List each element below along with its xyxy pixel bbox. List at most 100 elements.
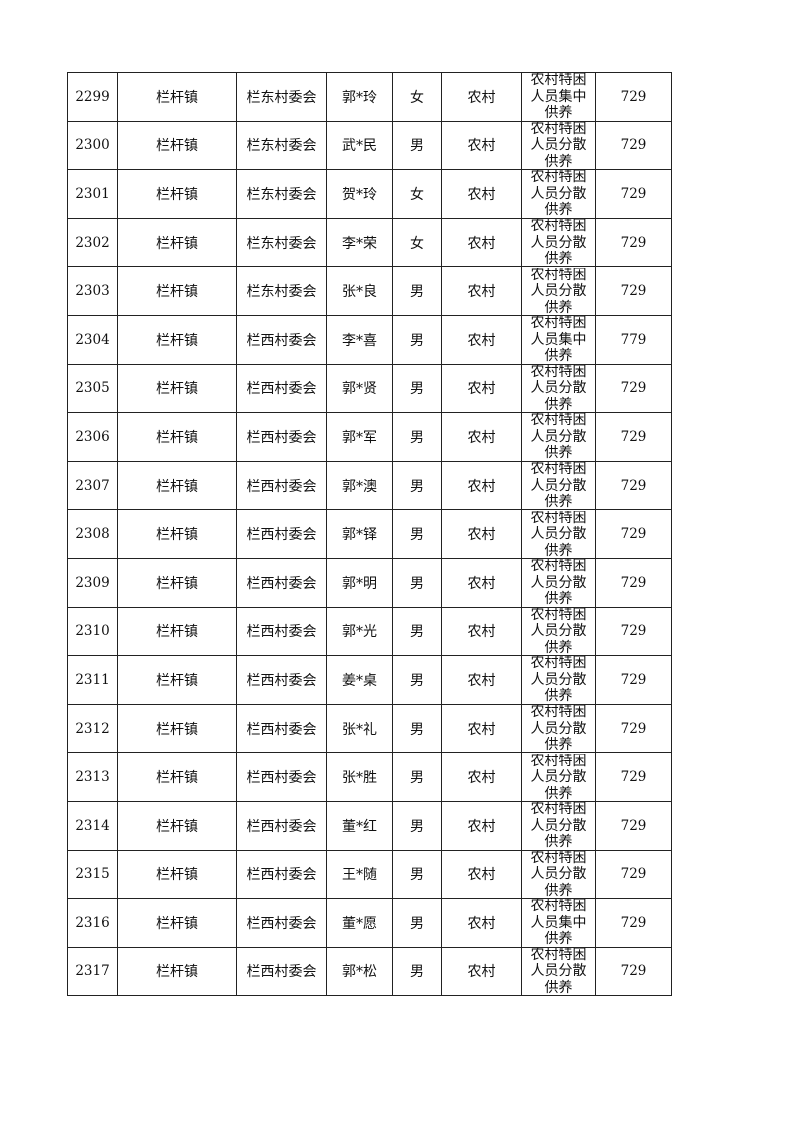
support-type-cell: 农村特困人员分散供养 [521,169,596,219]
area-type-cell: 农村 [441,606,522,657]
support-type-text: 农村特困人员分散供养 [530,170,587,218]
name-cell: 郭*军 [326,412,393,462]
amount-cell: 729 [595,169,672,219]
row-number-cell: 2307 [67,460,118,511]
table-row: 2308 栏杆镇 栏西村委会 郭*铎男农村 农村特困人员分散供养 729 [67,509,672,559]
table-row: 2314 栏杆镇 栏西村委会 董*红男农村 农村特困人员分散供养 729 [67,800,672,851]
amount-cell: 729 [595,655,672,705]
table-row: 2305 栏杆镇 栏西村委会 郭*贤男农村 农村特困人员分散供养 729 [67,363,672,414]
village-committee-cell: 栏西村委会 [236,606,327,657]
village-committee-cell: 栏东村委会 [236,169,327,219]
village-committee-cell: 栏西村委会 [236,363,327,414]
amount-cell: 729 [595,606,672,657]
name-cell: 张*良 [326,266,393,316]
support-type-text: 农村特困人员分散供养 [530,705,587,753]
village-committee-cell: 栏西村委会 [236,752,327,802]
table-row: 2310 栏杆镇 栏西村委会 郭*光男农村 农村特困人员分散供养 729 [67,606,672,657]
town-cell: 栏杆镇 [117,655,237,705]
gender-cell: 男 [392,266,442,316]
gender-cell: 男 [392,946,442,997]
name-cell: 张*礼 [326,703,393,754]
village-committee-cell: 栏西村委会 [236,412,327,462]
town-cell: 栏杆镇 [117,557,237,608]
name-cell: 郭*贤 [326,363,393,414]
support-type-cell: 农村特困人员分散供养 [521,509,596,559]
town-cell: 栏杆镇 [117,412,237,462]
gender-cell: 男 [392,655,442,705]
village-committee-cell: 栏东村委会 [236,217,327,268]
area-type-cell: 农村 [441,314,522,365]
support-type-text: 农村特困人员分散供养 [530,802,587,850]
table-row: 2299 栏杆镇 栏东村委会 郭*玲女农村 农村特困人员集中供养 729 [67,72,672,122]
town-cell: 栏杆镇 [117,946,237,997]
amount-cell: 729 [595,72,672,122]
area-type-cell: 农村 [441,655,522,705]
row-number-cell: 2309 [67,557,118,608]
support-type-text: 农村特困人员集中供养 [530,73,587,121]
village-committee-cell: 栏西村委会 [236,509,327,559]
amount-cell: 729 [595,557,672,608]
village-committee-cell: 栏西村委会 [236,849,327,900]
amount-cell: 729 [595,849,672,900]
town-cell: 栏杆镇 [117,169,237,219]
area-type-cell: 农村 [441,169,522,219]
name-cell: 郭*玲 [326,72,393,122]
amount-cell: 779 [595,314,672,365]
town-cell: 栏杆镇 [117,849,237,900]
support-type-text: 农村特困人员集中供养 [530,899,587,947]
gender-cell: 男 [392,800,442,851]
support-type-cell: 农村特困人员集中供养 [521,314,596,365]
area-type-cell: 农村 [441,266,522,316]
table-row: 2302 栏杆镇 栏东村委会 李*荣女农村 农村特困人员分散供养 729 [67,217,672,268]
row-number-cell: 2311 [67,655,118,705]
support-type-text: 农村特困人员分散供养 [530,267,587,315]
support-type-cell: 农村特困人员分散供养 [521,703,596,754]
row-number-cell: 2316 [67,898,118,948]
records-table: 2299 栏杆镇 栏东村委会 郭*玲女农村 农村特困人员集中供养 729 2300 栏杆镇 栏东… [67,72,672,997]
town-cell: 栏杆镇 [117,120,237,171]
village-committee-cell: 栏西村委会 [236,898,327,948]
amount-cell: 729 [595,120,672,171]
table-body: 2299 栏杆镇 栏东村委会 郭*玲女农村 农村特困人员集中供养 729 2300 栏杆镇 栏东… [67,72,672,997]
row-number-cell: 2306 [67,412,118,462]
amount-cell: 729 [595,946,672,997]
row-number-cell: 2315 [67,849,118,900]
gender-cell: 男 [392,752,442,802]
support-type-text: 农村特困人员分散供养 [530,121,587,169]
area-type-cell: 农村 [441,752,522,802]
name-cell: 郭*光 [326,606,393,657]
area-type-cell: 农村 [441,72,522,122]
area-type-cell: 农村 [441,898,522,948]
name-cell: 李*荣 [326,217,393,268]
table-row: 2311 栏杆镇 栏西村委会 姜*桌男农村 农村特困人员分散供养 729 [67,655,672,705]
table-row: 2312 栏杆镇 栏西村委会 张*礼男农村 农村特困人员分散供养 729 [67,703,672,754]
support-type-text: 农村特困人员分散供养 [530,947,587,995]
support-type-cell: 农村特困人员分散供养 [521,460,596,511]
name-cell: 郭*松 [326,946,393,997]
support-type-cell: 农村特困人员分散供养 [521,120,596,171]
support-type-text: 农村特困人员分散供养 [530,607,587,655]
table-row: 2315 栏杆镇 栏西村委会 王*随男农村 农村特困人员分散供养 729 [67,849,672,900]
name-cell: 董*红 [326,800,393,851]
amount-cell: 729 [595,460,672,511]
table-row: 2307 栏杆镇 栏西村委会 郭*澳男农村 农村特困人员分散供养 729 [67,460,672,511]
support-type-text: 农村特困人员分散供养 [530,656,587,704]
gender-cell: 男 [392,849,442,900]
row-number-cell: 2314 [67,800,118,851]
support-type-text: 农村特困人员分散供养 [530,559,587,607]
area-type-cell: 农村 [441,703,522,754]
village-committee-cell: 栏西村委会 [236,703,327,754]
row-number-cell: 2301 [67,169,118,219]
row-number-cell: 2303 [67,266,118,316]
area-type-cell: 农村 [441,412,522,462]
support-type-cell: 农村特困人员集中供养 [521,898,596,948]
village-committee-cell: 栏东村委会 [236,72,327,122]
area-type-cell: 农村 [441,460,522,511]
support-type-cell: 农村特困人员分散供养 [521,557,596,608]
support-type-cell: 农村特困人员分散供养 [521,946,596,997]
support-type-cell: 农村特困人员分散供养 [521,800,596,851]
support-type-text: 农村特困人员分散供养 [530,850,587,898]
name-cell: 郭*明 [326,557,393,608]
support-type-cell: 农村特困人员分散供养 [521,266,596,316]
table-row: 2309 栏杆镇 栏西村委会 郭*明男农村 农村特困人员分散供养 729 [67,557,672,608]
